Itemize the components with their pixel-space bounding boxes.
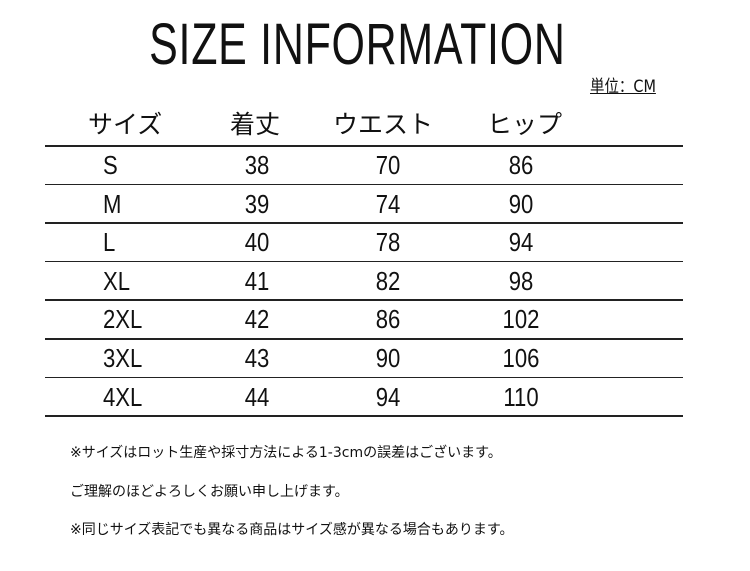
cell-waist: 82 [375,265,401,296]
note-2: ご理解のほどよろしくお願い申し上げます。 [70,484,349,500]
unit-label: 単位：CM [590,77,656,97]
cell-length: 40 [244,227,270,258]
cell-hip: 110 [503,381,539,412]
page-title: SIZE INFORMATION [149,12,566,77]
table-row: 3XL 43 90 106 [0,338,750,376]
table-row: S 38 70 86 [0,145,750,183]
header-hip: ヒップ [487,110,563,139]
row-divider [45,376,683,379]
row-divider [45,222,683,224]
cell-size: L [103,227,116,258]
cell-length: 42 [244,304,270,335]
cell-length: 39 [244,188,270,219]
cell-hip: 106 [502,343,540,373]
row-divider [45,299,683,301]
table-row: L 40 78 94 [0,222,750,260]
cell-waist: 94 [375,381,401,412]
table-row: M 39 74 90 [0,184,750,222]
cell-hip: 98 [508,265,534,296]
cell-length: 38 [244,150,270,180]
header-length: 着丈 [230,110,281,139]
cell-waist: 78 [375,227,401,258]
row-divider [45,260,683,263]
note-1: ※サイズはロット生産や採寸方法による1-3cmの誤差はございます。 [70,445,502,461]
table-row: 4XL 44 94 110 [0,377,750,415]
table-row: XL 41 82 98 [0,261,750,299]
cell-hip: 90 [508,188,534,219]
cell-length: 44 [244,381,270,412]
cell-waist: 74 [375,188,401,219]
cell-hip: 94 [508,227,534,258]
cell-hip: 86 [508,150,534,180]
cell-size: 4XL [103,381,143,412]
cell-waist: 70 [375,150,401,180]
note-3: ※同じサイズ表記でも異なる商品はサイズ感が異なる場合もあります。 [70,522,514,538]
cell-size: 2XL [103,304,143,335]
cell-size: XL [103,265,131,296]
cell-waist: 86 [375,304,401,335]
cell-size: M [103,188,122,219]
cell-waist: 90 [375,343,401,373]
cell-size: 3XL [103,343,143,373]
row-divider [45,338,683,340]
cell-length: 41 [244,265,270,296]
row-divider [45,415,683,417]
cell-size: S [103,150,118,180]
row-divider [45,183,683,186]
table-row: 2XL 42 86 102 [0,299,750,337]
header-waist: ウエスト [333,110,434,139]
cell-length: 43 [244,343,270,373]
cell-hip: 102 [502,304,540,335]
row-divider [45,145,683,147]
header-size: サイズ [88,110,163,139]
